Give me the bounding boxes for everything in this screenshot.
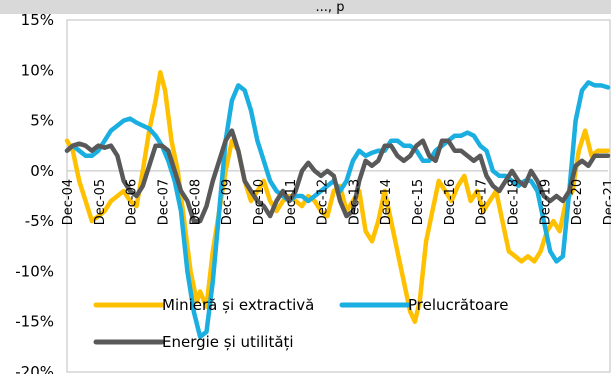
x-tick-label: Dec-15 <box>411 179 426 225</box>
title-bar <box>0 0 611 14</box>
x-tick-label: Dec-17 <box>475 179 490 225</box>
chart-title: ..., p <box>316 0 345 15</box>
x-tick-label: Dec-14 <box>379 179 394 225</box>
y-tick-label: 5% <box>30 112 54 130</box>
legend: Minieră și extractivă Prelucrătoare Energi… <box>93 296 508 351</box>
x-axis-ticks: Dec-04 Dec-05 Dec-06 Dec-07 Dec-08 Dec-09 Dec-… <box>61 179 611 225</box>
x-tick-label: Dec-04 <box>61 179 76 225</box>
series-line-0 <box>64 70 611 324</box>
x-tick-label: Dec-05 <box>93 179 108 225</box>
x-tick-label: Dec-12 <box>316 179 331 225</box>
x-tick-label: Dec-13 <box>347 179 362 225</box>
y-tick-label: -10% <box>15 262 54 280</box>
x-tick-label: Dec-10 <box>252 179 267 225</box>
legend-label-2: Energie și utilități <box>162 333 294 351</box>
y-tick-label: 0% <box>30 162 54 180</box>
y-tick-label: 10% <box>21 61 54 79</box>
x-tick-label: Dec-11 <box>284 179 299 225</box>
y-tick-label: -20% <box>15 363 54 374</box>
x-tick-label: Dec-18 <box>507 179 522 225</box>
legend-label-0: Minieră și extractivă <box>162 296 314 314</box>
x-tick-label: Dec-08 <box>188 179 203 225</box>
x-tick-label: Dec-07 <box>157 179 172 225</box>
x-tick-label: Dec-19 <box>538 179 553 225</box>
x-tick-label: Dec-20 <box>570 179 585 225</box>
x-tick-label: Dec-16 <box>443 179 458 225</box>
x-tick-label: Dec-06 <box>125 179 140 225</box>
x-tick-label: Dec-09 <box>220 179 235 225</box>
y-tick-label: -5% <box>25 212 54 230</box>
y-tick-label: -15% <box>15 313 54 331</box>
series-lines <box>64 70 611 340</box>
legend-label-1: Prelucrătoare <box>408 296 508 314</box>
series-line-2 <box>64 128 611 224</box>
plot-area-border <box>66 19 611 373</box>
y-axis-ticks: 15% 10% 5% 0% -5% -10% -15% -20% <box>15 11 54 374</box>
y-tick-label: 15% <box>21 11 54 29</box>
x-tick-label: Dec-21 <box>602 179 611 225</box>
